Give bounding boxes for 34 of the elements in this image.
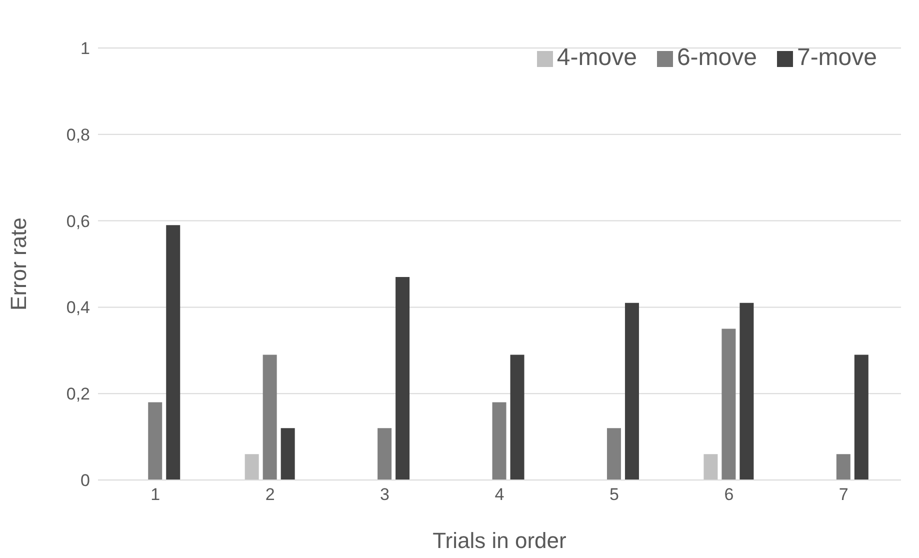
bar — [740, 302, 754, 480]
x-tick-label: 2 — [265, 485, 275, 504]
bar — [510, 354, 524, 480]
x-tick-label: 1 — [150, 485, 160, 504]
bar — [722, 328, 736, 480]
x-axis-title: Trials in order — [432, 528, 566, 553]
bar — [836, 454, 850, 480]
bar — [280, 428, 295, 480]
bar — [396, 276, 410, 480]
legend-label: 7-move — [796, 44, 877, 71]
bar — [378, 428, 392, 480]
x-tick-label: 4 — [494, 485, 504, 504]
y-tick-label: 0,4 — [66, 298, 90, 318]
y-tick-label: 0,6 — [66, 212, 90, 231]
bar — [244, 454, 259, 480]
legend-label: 6-move — [676, 44, 757, 71]
bar — [606, 428, 621, 480]
bar — [166, 225, 180, 480]
bar — [704, 454, 718, 480]
bar — [148, 402, 162, 480]
y-axis-title: Error rate — [6, 218, 31, 310]
bar — [854, 354, 868, 480]
x-tick-label: 7 — [838, 485, 848, 504]
bar — [624, 302, 639, 480]
x-tick-label: 3 — [380, 485, 390, 504]
legend-label: 4-move — [556, 44, 637, 71]
bar — [492, 402, 506, 480]
x-tick-label: 6 — [724, 485, 734, 504]
y-tick-label: 0,2 — [66, 384, 90, 404]
y-tick-label: 0,8 — [66, 125, 90, 144]
y-tick-label: 0 — [80, 471, 90, 490]
x-tick-label: 5 — [609, 485, 619, 504]
bar — [262, 354, 277, 480]
y-tick-label: 1 — [80, 39, 90, 58]
